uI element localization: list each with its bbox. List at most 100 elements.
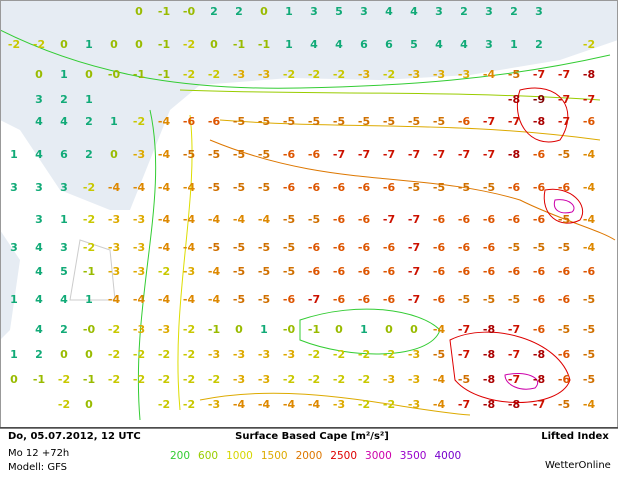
index-label: -3 [383, 373, 395, 386]
index-label: -8 [508, 398, 520, 411]
index-label: 1 [60, 68, 68, 81]
index-label: 0 [260, 5, 268, 18]
index-label: 4 [35, 323, 43, 336]
index-label: -2 [33, 38, 45, 51]
index-label: -5 [483, 181, 495, 194]
index-label: -5 [233, 115, 245, 128]
index-label: 3 [360, 5, 368, 18]
index-label: -5 [458, 373, 470, 386]
index-label: -6 [383, 181, 396, 194]
legend-entry: 2500 [330, 450, 357, 462]
index-label: -5 [258, 241, 270, 254]
index-label: -6 [558, 373, 571, 386]
index-label: -4 [108, 293, 121, 306]
index-label: -6 [283, 181, 296, 194]
index-label: -0 [108, 68, 121, 81]
index-label: -1 [233, 38, 245, 51]
index-label: 2 [60, 93, 68, 106]
index-label: 3 [310, 5, 318, 18]
legend-entry: 1500 [261, 450, 288, 462]
index-label: -4 [208, 213, 221, 226]
index-label: -3 [133, 213, 145, 226]
index-label: -7 [333, 148, 345, 161]
index-label: -6 [433, 241, 446, 254]
index-label: 1 [85, 93, 93, 106]
index-label: -7 [583, 93, 595, 106]
index-label: -3 [208, 348, 220, 361]
index-label: -3 [158, 323, 170, 336]
index-label: -2 [58, 373, 70, 386]
index-label: -7 [383, 148, 395, 161]
index-label: -4 [258, 398, 271, 411]
index-label: -7 [433, 148, 445, 161]
index-label: -7 [408, 265, 420, 278]
index-label: -5 [233, 148, 245, 161]
index-label: -6 [333, 265, 346, 278]
index-label: -0 [283, 323, 296, 336]
index-label: -5 [258, 265, 270, 278]
index-label: -6 [558, 348, 571, 361]
index-label: -6 [458, 213, 471, 226]
index-label: -8 [533, 373, 545, 386]
index-label: -2 [358, 348, 370, 361]
legend-entry: 200 [170, 450, 190, 462]
index-label: 2 [35, 348, 43, 361]
index-label: 4 [35, 148, 43, 161]
index-label: -6 [358, 181, 371, 194]
index-label: -2 [183, 68, 195, 81]
index-label: -2 [358, 373, 370, 386]
run-label: Mo 12 +72h [8, 448, 69, 459]
index-label: -5 [533, 241, 545, 254]
index-label: -1 [208, 323, 220, 336]
index-label: -5 [233, 241, 245, 254]
index-label: -3 [108, 213, 120, 226]
index-label: -4 [483, 68, 496, 81]
index-label: -8 [508, 148, 520, 161]
index-label: 2 [510, 5, 518, 18]
legend-entry: 600 [198, 450, 218, 462]
index-label: -5 [583, 348, 595, 361]
index-label: 3 [10, 181, 18, 194]
index-label: -4 [583, 241, 596, 254]
index-label: -8 [483, 348, 495, 361]
index-label: 4 [35, 241, 43, 254]
index-label: -1 [33, 373, 45, 386]
index-label: -6 [308, 148, 321, 161]
index-label: -8 [483, 373, 495, 386]
index-label: -5 [358, 115, 370, 128]
index-label: -6 [433, 293, 446, 306]
brand: WetterOnline [545, 460, 611, 471]
index-label: 6 [360, 38, 368, 51]
index-label: -5 [483, 293, 495, 306]
index-label: -4 [158, 181, 171, 194]
index-label: -6 [358, 213, 371, 226]
index-label: -2 [183, 323, 195, 336]
index-label: -2 [383, 68, 395, 81]
index-label: 4 [35, 293, 43, 306]
index-label: -6 [583, 115, 596, 128]
index-label: 0 [10, 373, 18, 386]
index-label: 2 [210, 5, 218, 18]
index-label: -5 [558, 213, 570, 226]
index-label: 1 [10, 348, 18, 361]
index-label: -3 [233, 68, 245, 81]
index-label: 1 [85, 293, 93, 306]
index-label: -4 [583, 398, 596, 411]
index-label: 4 [385, 5, 393, 18]
index-label: -6 [358, 293, 371, 306]
index-label: -5 [433, 348, 445, 361]
index-label: -5 [258, 181, 270, 194]
index-label: 4 [435, 38, 443, 51]
index-label: -7 [533, 398, 545, 411]
index-label: -2 [183, 398, 195, 411]
land [69, 239, 116, 301]
index-label: 4 [35, 265, 43, 278]
index-label: -6 [558, 265, 571, 278]
index-label: -7 [408, 241, 420, 254]
index-label: 3 [435, 5, 443, 18]
index-label: -4 [183, 241, 196, 254]
index-label: -3 [333, 398, 345, 411]
index-label: -4 [183, 181, 196, 194]
index-label: -6 [458, 241, 471, 254]
